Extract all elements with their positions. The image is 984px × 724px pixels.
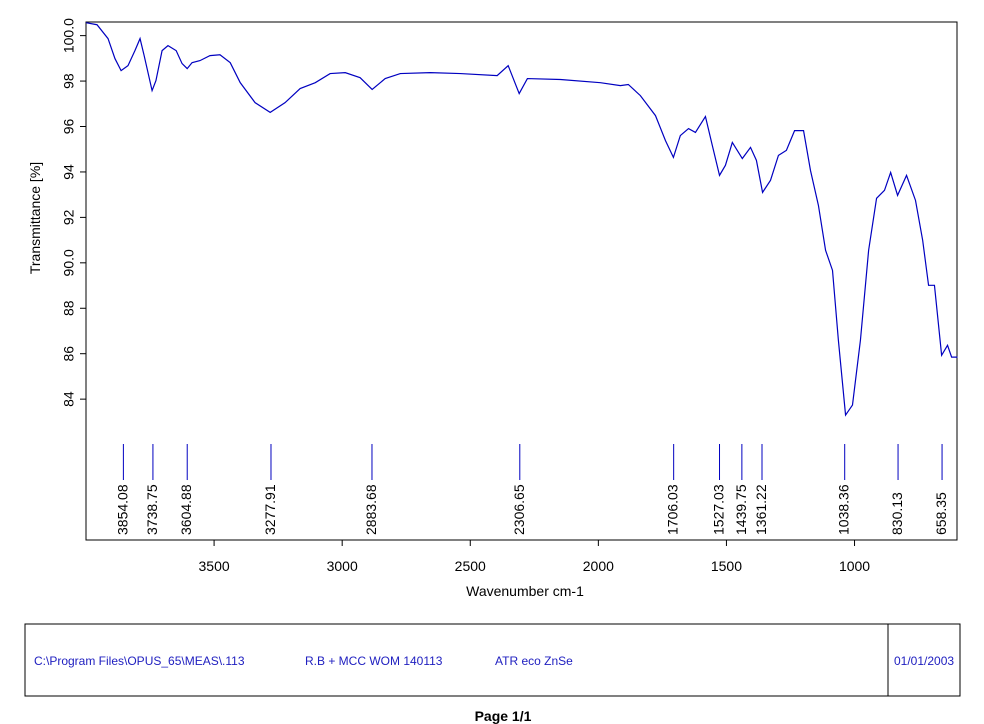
- page-number: Page 1/1: [475, 708, 532, 724]
- peak-label: 3604.88: [178, 484, 194, 535]
- peak-label: 1706.03: [665, 484, 681, 535]
- peak-label: 3854.08: [114, 484, 130, 535]
- peak-label: 830.13: [889, 492, 905, 535]
- footer-sample: R.B + MCC WOM 140113: [305, 654, 443, 668]
- footer-date: 01/01/2003: [894, 654, 954, 668]
- plot-frame: [85, 21, 958, 541]
- y-axis-title: Transmittance [%]: [27, 162, 43, 274]
- y-tick-label: 88: [61, 300, 77, 316]
- x-tick-label: 2500: [455, 558, 486, 574]
- spectrum-line: [85, 22, 958, 417]
- footer-method: ATR eco ZnSe: [495, 654, 573, 668]
- peak-label: 1527.03: [711, 484, 727, 535]
- peak-label: 658.35: [933, 492, 949, 535]
- y-tick-label: 98: [61, 73, 77, 89]
- peak-label: 2306.65: [511, 484, 527, 535]
- y-tick-label: 92: [61, 209, 77, 225]
- y-tick-label: 100.0: [61, 18, 77, 53]
- x-tick-label: 1000: [839, 558, 870, 574]
- peak-label: 1038.36: [836, 484, 852, 535]
- x-axis-title: Wavenumber cm-1: [466, 583, 584, 599]
- x-tick-label: 3000: [327, 558, 358, 574]
- y-tick-label: 94: [61, 164, 77, 180]
- footer-box: [24, 623, 961, 697]
- y-tick-label: 84: [61, 391, 77, 407]
- peak-label: 3277.91: [262, 484, 278, 535]
- footer-path: C:\Program Files\OPUS_65\MEAS\.113: [34, 654, 245, 668]
- peak-label: 3738.75: [144, 484, 160, 535]
- x-tick-label: 1500: [711, 558, 742, 574]
- peak-label: 1439.75: [733, 484, 749, 535]
- x-tick-label: 2000: [583, 558, 614, 574]
- peak-label: 2883.68: [363, 484, 379, 535]
- peak-label: 1361.22: [753, 484, 769, 535]
- y-tick-label: 96: [61, 119, 77, 135]
- y-tick-label: 86: [61, 346, 77, 362]
- y-tick-label: 90.0: [61, 249, 77, 276]
- x-tick-label: 3500: [199, 558, 230, 574]
